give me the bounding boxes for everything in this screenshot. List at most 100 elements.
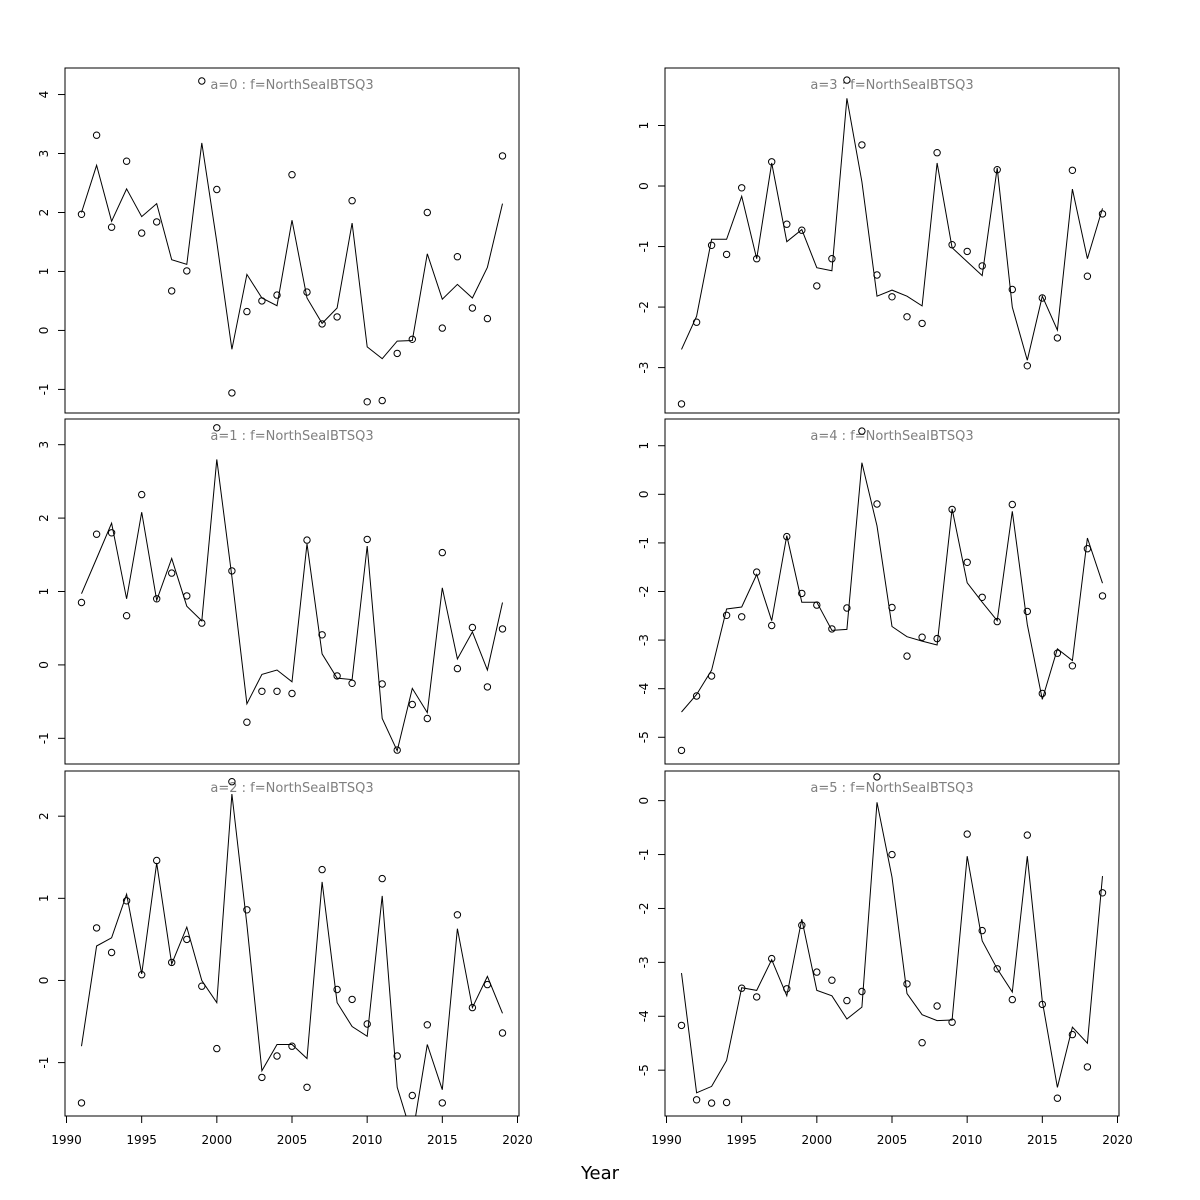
x-tick-label: 2000 xyxy=(202,1133,233,1147)
observed-point xyxy=(273,291,281,299)
observed-point xyxy=(213,424,221,432)
observed-point xyxy=(978,262,986,270)
observed-point xyxy=(303,1083,311,1092)
observed-point xyxy=(333,672,341,680)
observed-point xyxy=(288,689,296,698)
observed-point xyxy=(798,226,806,234)
y-tick-label: 1 xyxy=(637,122,651,130)
observed-point xyxy=(768,158,776,166)
observed-point xyxy=(783,532,791,541)
observed-point xyxy=(438,324,446,332)
observed-point xyxy=(168,287,176,295)
observed-point xyxy=(468,623,477,632)
observed-point xyxy=(707,672,716,680)
y-tick-label: -4 xyxy=(637,683,651,695)
panel-2: a=3 : f=NorthSeaIBTSQ3 -3 -2 -1 0 1 xyxy=(637,67,1120,414)
observed-point xyxy=(888,603,896,612)
y-tick-label: 2 xyxy=(37,514,51,522)
observed-point xyxy=(978,593,986,601)
panel-title: a=3 : f=NorthSeaIBTSQ3 xyxy=(810,78,973,93)
observed-point xyxy=(692,1096,701,1104)
observed-point xyxy=(258,1073,266,1082)
observed-point xyxy=(77,598,86,607)
observed-point xyxy=(692,692,701,700)
observed-point xyxy=(288,171,296,179)
panel-title: a=0 : f=NorthSeaIBTSQ3 xyxy=(210,78,373,93)
observed-point xyxy=(348,995,356,1004)
observed-point xyxy=(198,619,206,627)
observed-point xyxy=(692,318,701,326)
observed-point xyxy=(228,778,236,786)
observed-point xyxy=(858,141,866,149)
observed-point xyxy=(738,613,746,621)
observed-point xyxy=(303,536,311,544)
observed-point xyxy=(183,267,191,275)
observed-point xyxy=(228,567,236,575)
x-axis-label: Year xyxy=(580,1163,620,1184)
observed-point xyxy=(948,1018,956,1026)
y-tick-label: 1 xyxy=(37,268,51,276)
observed-point xyxy=(92,530,101,538)
y-tick-label: 0 xyxy=(37,327,51,335)
observed-point xyxy=(1098,210,1107,218)
observed-point xyxy=(483,314,492,323)
observed-point xyxy=(1053,1094,1062,1102)
observed-point xyxy=(798,921,806,929)
observed-point xyxy=(843,604,851,612)
y-tick-label: -1 xyxy=(637,849,651,861)
observed-point xyxy=(677,400,686,408)
fitted-line xyxy=(81,142,503,360)
x-tick-label: 1995 xyxy=(126,1133,157,1147)
observed-point xyxy=(1023,362,1032,370)
observed-point xyxy=(498,1029,507,1037)
observed-point xyxy=(1053,334,1062,342)
observed-point xyxy=(498,625,507,633)
observed-point xyxy=(753,993,761,1001)
observed-point xyxy=(813,601,821,609)
fitted-line xyxy=(681,802,1103,1094)
x-tick-label: 2015 xyxy=(1027,1133,1058,1147)
observed-point xyxy=(453,664,462,673)
observed-point xyxy=(1008,285,1016,294)
observed-point xyxy=(888,293,896,301)
y-tick-label: 0 xyxy=(637,490,651,498)
observed-point xyxy=(1038,689,1047,698)
observed-point xyxy=(828,976,836,984)
observed-point xyxy=(107,529,116,537)
panel-1: a=0 : f=NorthSeaIBTSQ3 -1 0 1 2 3 4 xyxy=(37,67,520,414)
observed-point xyxy=(813,282,821,290)
observed-point xyxy=(378,874,386,883)
fitted-line xyxy=(81,793,503,1116)
observed-point xyxy=(903,313,911,321)
observed-point xyxy=(1068,166,1077,175)
observed-point xyxy=(198,77,206,85)
observed-point xyxy=(1053,649,1062,657)
observed-point xyxy=(888,850,896,859)
observed-point xyxy=(783,985,791,993)
observed-point xyxy=(1083,1063,1092,1071)
panel-title: a=5 : f=NorthSeaIBTSQ3 xyxy=(810,781,973,796)
plot-frame xyxy=(64,770,520,1117)
observed-point xyxy=(768,621,776,630)
observed-point xyxy=(873,500,881,508)
observed-point xyxy=(107,948,116,957)
observed-point xyxy=(243,906,251,914)
observed-point xyxy=(498,152,507,160)
observed-point xyxy=(363,535,371,544)
observed-point xyxy=(122,157,131,165)
x-tick-label: 1990 xyxy=(51,1133,82,1147)
observed-point xyxy=(993,166,1001,174)
observed-point xyxy=(258,687,266,695)
plot-frame xyxy=(664,418,1120,765)
plot-frame xyxy=(64,418,520,765)
observed-point xyxy=(722,1098,731,1107)
observed-point xyxy=(153,856,161,865)
observed-point xyxy=(1023,831,1032,839)
observed-point xyxy=(378,396,386,405)
y-tick-label: 2 xyxy=(37,209,51,217)
observed-point xyxy=(408,1091,416,1100)
observed-point xyxy=(198,982,206,990)
y-tick-label: 0 xyxy=(37,977,51,985)
observed-point xyxy=(183,935,191,944)
